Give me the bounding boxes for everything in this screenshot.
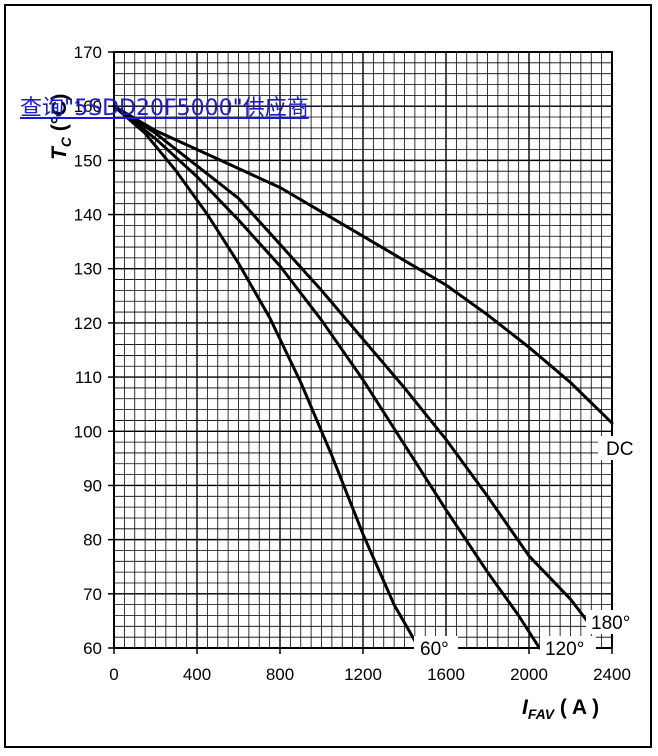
supplier-search-link[interactable]: 查询"5SDD20F5000"供应商: [20, 96, 309, 121]
series-label: 180°: [591, 613, 630, 634]
x-tick-label: 2000: [510, 665, 548, 684]
y-tick-label: 130: [74, 260, 102, 279]
y-tick-label: 70: [83, 585, 102, 604]
series-line-60: [112, 104, 421, 650]
y-axis-label-main: T: [48, 145, 71, 160]
x-tick-label: 1200: [344, 665, 382, 684]
series-label-bg: [598, 436, 650, 460]
series-label: 60°: [420, 639, 449, 660]
y-axis-label-sub: C: [58, 136, 74, 147]
x-tick-label: 2400: [593, 665, 631, 684]
x-tick-label: 400: [183, 665, 211, 684]
series-label: DC: [606, 439, 633, 460]
y-tick-label: 80: [83, 531, 102, 550]
y-tick-label: 140: [74, 206, 102, 225]
y-tick-label: 100: [74, 422, 102, 441]
x-tick-label: 1600: [427, 665, 465, 684]
series-line-120: [112, 104, 541, 650]
series-label: 120°: [545, 639, 584, 660]
x-tick-label: 0: [109, 665, 118, 684]
x-tick-label: 800: [266, 665, 294, 684]
y-tick-label: 150: [74, 151, 102, 170]
x-axis-label-unit: ( A ): [554, 696, 599, 719]
x-axis-label-sub: FAV: [528, 706, 556, 722]
y-tick-label: 160: [74, 97, 102, 116]
y-tick-label: 120: [74, 314, 102, 333]
series-line-DC: [112, 104, 614, 425]
series-line-180: [112, 104, 589, 623]
series-group: [112, 104, 614, 650]
x-axis-label-main: I: [522, 696, 529, 719]
y-tick-label: 110: [75, 368, 102, 387]
x-axis-label: IFAV ( A ): [522, 696, 599, 722]
series-label-bg: [540, 636, 596, 660]
y-tick-label: 90: [83, 476, 102, 495]
y-tick-label: 170: [74, 43, 102, 62]
y-axis-label: TC (°C): [48, 94, 74, 160]
y-axis-label-unit: (°C): [48, 94, 71, 137]
series-label-bg: [586, 610, 642, 634]
y-tick-label: 60: [83, 639, 102, 658]
series-label-bg: [414, 636, 458, 660]
